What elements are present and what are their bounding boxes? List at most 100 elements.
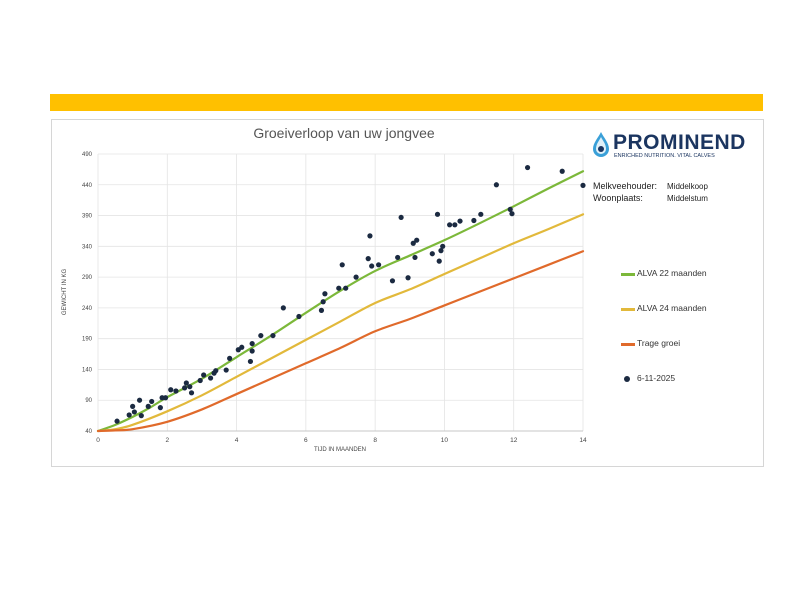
- data-point: [187, 384, 193, 390]
- data-point: [320, 299, 326, 305]
- y-tick-label: 90: [85, 398, 92, 404]
- farmer-label: Melkveehouder:: [593, 181, 658, 191]
- data-point: [367, 233, 373, 239]
- data-point: [197, 377, 203, 384]
- data-point: [182, 385, 188, 391]
- data-point: [130, 403, 136, 409]
- data-point: [336, 285, 342, 291]
- grid: [97, 153, 584, 432]
- data-point: [223, 367, 229, 373]
- data-point: [149, 398, 155, 405]
- y-tick-label: 290: [82, 275, 93, 281]
- location-value: Middelstum: [667, 194, 708, 203]
- data-point: [429, 251, 435, 257]
- data-point: [157, 405, 163, 411]
- water-drop-logo-icon: [593, 132, 609, 157]
- data-point: [447, 222, 453, 228]
- data-point: [365, 256, 371, 262]
- data-point: [457, 218, 463, 224]
- data-point: [478, 211, 484, 217]
- data-point: [414, 237, 420, 243]
- legend-label: Trage groei: [637, 338, 681, 348]
- y-tick-label: 390: [82, 214, 93, 220]
- data-point: [580, 182, 586, 188]
- series-line-2: [96, 250, 585, 433]
- data-point: [207, 375, 214, 381]
- data-point: [136, 397, 143, 403]
- x-axis-label: TIJD IN MAANDEN: [314, 447, 366, 453]
- y-tick-label: 140: [82, 367, 93, 373]
- data-point: [258, 332, 264, 339]
- legend-label: ALVA 22 maanden: [637, 268, 707, 278]
- data-point: [412, 254, 418, 261]
- data-point: [395, 254, 401, 261]
- legend-label: ALVA 24 maanden: [637, 303, 707, 313]
- data-point: [369, 263, 375, 269]
- data-point: [213, 368, 219, 374]
- data-point: [280, 305, 286, 311]
- legend-marker: [624, 376, 630, 382]
- accent-bar: [50, 94, 763, 111]
- data-point: [322, 291, 328, 297]
- data-point: [353, 274, 359, 280]
- data-point: [493, 182, 499, 188]
- data-point: [249, 348, 255, 354]
- data-point: [343, 285, 349, 291]
- data-point: [227, 355, 233, 361]
- data-point: [168, 387, 174, 393]
- y-tick-label: 340: [82, 244, 93, 250]
- data-point: [434, 211, 441, 217]
- y-axis-label: GEWICHT IN KG: [62, 269, 68, 316]
- x-tick-label: 10: [441, 437, 449, 444]
- series-line-1: [96, 213, 585, 433]
- data-point: [405, 275, 411, 281]
- data-point: [440, 243, 446, 249]
- data-point: [173, 388, 179, 394]
- data-point: [296, 313, 302, 320]
- data-point: [145, 403, 151, 409]
- data-point: [270, 332, 276, 339]
- x-tick-label: 0: [96, 437, 100, 444]
- data-point: [188, 390, 195, 396]
- legend-swatch: [621, 308, 635, 311]
- data-point: [114, 418, 120, 424]
- y-tick-label: 490: [82, 152, 93, 158]
- data-point: [247, 358, 254, 365]
- chart-title: Groeiverloop van uw jongvee: [253, 125, 435, 141]
- data-point: [131, 409, 137, 415]
- data-point: [126, 412, 132, 418]
- data-point: [410, 240, 416, 246]
- y-tick-label: 40: [85, 429, 92, 435]
- series-line-0: [96, 170, 585, 433]
- data-point: [471, 217, 477, 224]
- data-point: [509, 211, 515, 217]
- brand-logo-text: PROMINEND: [613, 131, 746, 154]
- data-point: [249, 340, 255, 347]
- brand-tagline: ENRICHED NUTRITION. VITAL CALVES: [614, 153, 715, 159]
- data-point: [389, 278, 396, 284]
- data-point: [376, 262, 382, 268]
- legend-swatch: [621, 273, 635, 276]
- data-point: [436, 258, 442, 264]
- x-tick-label: 2: [165, 437, 169, 444]
- data-point: [318, 307, 325, 313]
- x-tick-label: 8: [373, 437, 377, 444]
- data-point: [201, 372, 207, 378]
- data-point: [438, 248, 444, 254]
- y-tick-label: 440: [82, 183, 93, 189]
- x-tick-label: 12: [510, 437, 518, 444]
- farmer-value: Middelkoop: [667, 182, 708, 191]
- data-point: [183, 380, 189, 386]
- data-point: [162, 395, 169, 401]
- data-point: [507, 206, 513, 212]
- x-tick-label: 4: [235, 437, 239, 444]
- data-point: [138, 413, 144, 419]
- data-point: [239, 344, 245, 350]
- y-tick-label: 240: [82, 306, 93, 312]
- y-tick-label: 190: [82, 337, 93, 343]
- data-point: [524, 164, 531, 171]
- axes: 0 2 4 6 8 10 12 14 40 90 140 190 240 290 340 390 440 490: [82, 152, 587, 444]
- data-point: [339, 262, 345, 268]
- x-tick-label: 6: [304, 437, 308, 444]
